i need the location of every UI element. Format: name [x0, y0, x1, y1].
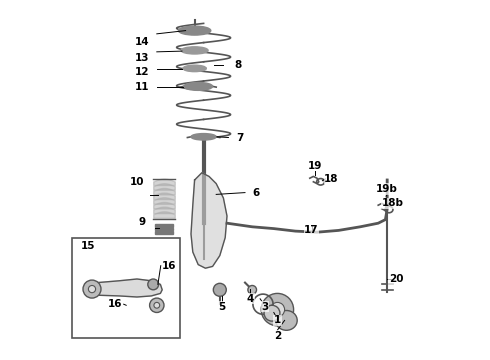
Circle shape	[83, 280, 101, 298]
Text: 15: 15	[81, 240, 96, 251]
Text: 12: 12	[135, 67, 149, 77]
Text: 2: 2	[274, 330, 281, 341]
FancyBboxPatch shape	[72, 238, 180, 338]
Ellipse shape	[191, 134, 216, 140]
Circle shape	[264, 305, 280, 321]
Text: 11: 11	[135, 82, 149, 92]
Text: 6: 6	[252, 188, 259, 198]
Circle shape	[270, 302, 285, 317]
Text: 7: 7	[236, 132, 244, 143]
Ellipse shape	[183, 65, 206, 72]
Circle shape	[88, 285, 96, 293]
Bar	[155, 228, 173, 230]
Bar	[155, 224, 173, 227]
Text: 4: 4	[246, 294, 254, 304]
Bar	[155, 231, 173, 234]
Circle shape	[261, 293, 294, 326]
Polygon shape	[87, 279, 162, 297]
Text: 3: 3	[261, 302, 269, 312]
Ellipse shape	[184, 82, 213, 90]
Ellipse shape	[275, 310, 297, 330]
Text: 17: 17	[304, 225, 319, 235]
Circle shape	[154, 302, 160, 308]
Polygon shape	[191, 173, 227, 268]
Ellipse shape	[181, 47, 208, 54]
Text: 10: 10	[130, 177, 144, 187]
Circle shape	[248, 285, 257, 294]
Circle shape	[149, 298, 164, 312]
Text: 19: 19	[308, 161, 322, 171]
Text: 1: 1	[274, 315, 281, 325]
Text: 16: 16	[162, 261, 177, 271]
Text: 13: 13	[135, 53, 149, 63]
Circle shape	[213, 283, 226, 296]
Text: 18: 18	[324, 174, 339, 184]
Text: 14: 14	[135, 37, 150, 48]
Text: 8: 8	[234, 60, 242, 70]
Text: 18b: 18b	[382, 198, 404, 208]
Text: 9: 9	[139, 217, 146, 228]
Text: 16: 16	[108, 299, 122, 309]
Ellipse shape	[178, 26, 211, 35]
Circle shape	[148, 279, 159, 290]
Text: 20: 20	[389, 274, 403, 284]
Text: 5: 5	[218, 302, 225, 312]
Text: 19b: 19b	[376, 184, 398, 194]
